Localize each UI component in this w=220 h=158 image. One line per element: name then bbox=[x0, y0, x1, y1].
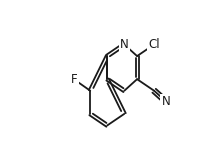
Text: N: N bbox=[162, 95, 171, 108]
Text: F: F bbox=[70, 73, 77, 86]
Text: N: N bbox=[120, 38, 129, 51]
Text: Cl: Cl bbox=[148, 38, 160, 51]
